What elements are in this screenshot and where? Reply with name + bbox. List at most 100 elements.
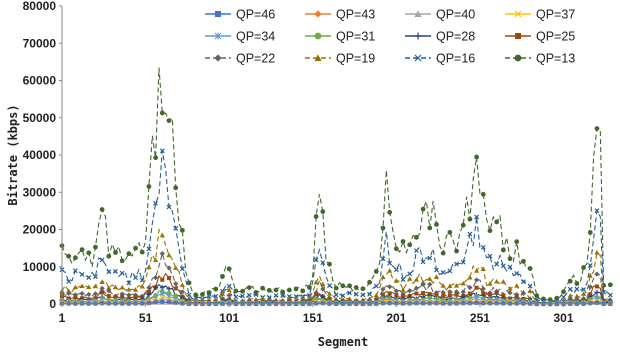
data-point <box>480 191 486 197</box>
data-point <box>373 283 379 289</box>
data-point <box>561 294 566 300</box>
data-point <box>367 291 373 297</box>
data-point <box>119 284 125 290</box>
data-point <box>581 265 586 270</box>
data-point <box>93 244 98 250</box>
data-point <box>494 219 500 225</box>
data-point <box>327 261 332 267</box>
data-point <box>594 289 600 295</box>
y-tick-label: 80000 <box>23 0 57 13</box>
data-point <box>580 291 587 296</box>
data-point <box>373 292 379 298</box>
data-point <box>574 293 580 299</box>
data-point <box>233 288 239 294</box>
data-point <box>514 239 520 245</box>
data-point <box>146 285 152 291</box>
data-point <box>153 257 159 263</box>
data-point <box>132 287 139 292</box>
data-point <box>441 293 446 298</box>
data-point <box>173 286 178 291</box>
data-point <box>119 258 125 264</box>
data-point <box>487 228 493 234</box>
data-point <box>166 252 172 258</box>
data-point <box>500 247 506 253</box>
data-point <box>534 293 540 299</box>
legend-label: QP=22 <box>236 52 275 66</box>
data-point <box>440 289 446 296</box>
data-point <box>166 290 172 296</box>
data-point <box>240 288 245 294</box>
data-point <box>159 291 165 297</box>
data-point <box>320 286 326 292</box>
data-point <box>213 286 219 292</box>
legend-label: QP=46 <box>236 8 275 22</box>
legend-label: QP=37 <box>536 8 575 22</box>
data-point <box>587 229 593 235</box>
data-point <box>66 279 72 284</box>
data-point <box>434 267 439 273</box>
data-point <box>72 268 78 274</box>
data-point <box>407 242 413 248</box>
data-point <box>360 286 366 292</box>
data-point <box>166 286 172 292</box>
data-point <box>567 293 573 298</box>
data-point <box>494 290 499 295</box>
data-point <box>407 271 413 277</box>
data-point <box>380 225 386 231</box>
data-point <box>139 249 145 255</box>
data-point <box>367 279 372 285</box>
data-point <box>126 292 132 298</box>
series-qp-16 <box>59 148 613 305</box>
data-point <box>507 285 513 291</box>
data-point <box>226 292 232 298</box>
data-point <box>99 279 105 284</box>
data-point <box>421 291 426 296</box>
data-point <box>159 110 165 116</box>
data-point <box>594 300 599 305</box>
legend-label: QP=28 <box>436 30 475 44</box>
axes: 0 10000 20000 30000 40000 50000 60000 70000 8000… <box>23 0 612 325</box>
data-point <box>507 264 513 270</box>
data-point <box>594 126 600 131</box>
data-point <box>400 287 406 292</box>
legend-label: QP=43 <box>336 8 375 22</box>
data-point <box>401 294 406 299</box>
data-point <box>273 287 279 293</box>
data-point <box>407 276 413 281</box>
data-point <box>139 277 145 283</box>
data-point <box>266 287 272 293</box>
data-point <box>146 246 152 252</box>
data-point <box>119 291 125 297</box>
data-point <box>400 291 406 297</box>
legend-marker <box>414 32 422 40</box>
data-point <box>219 291 226 296</box>
data-point <box>480 244 486 250</box>
data-point <box>220 288 225 294</box>
x-tick-label: 201 <box>386 311 406 325</box>
legend-marker <box>314 10 322 18</box>
data-point <box>588 292 593 297</box>
data-point <box>159 250 165 257</box>
data-point <box>387 291 392 296</box>
data-point <box>193 295 199 301</box>
legend-item: QP=31 <box>305 30 375 44</box>
data-point <box>240 293 245 299</box>
data-point <box>433 274 440 279</box>
data-point <box>474 285 479 290</box>
legend-marker <box>214 54 222 62</box>
data-point <box>387 260 393 266</box>
data-point <box>153 300 158 305</box>
data-point <box>146 292 152 298</box>
data-point <box>126 287 132 292</box>
data-point <box>514 294 519 299</box>
data-point <box>427 281 433 287</box>
data-point <box>99 257 105 263</box>
y-tick-label: 40000 <box>23 148 57 162</box>
data-point <box>454 261 459 267</box>
data-point <box>607 292 613 298</box>
legend-marker <box>215 11 221 17</box>
data-point <box>133 275 138 280</box>
data-point <box>580 296 587 302</box>
data-point <box>327 283 332 288</box>
